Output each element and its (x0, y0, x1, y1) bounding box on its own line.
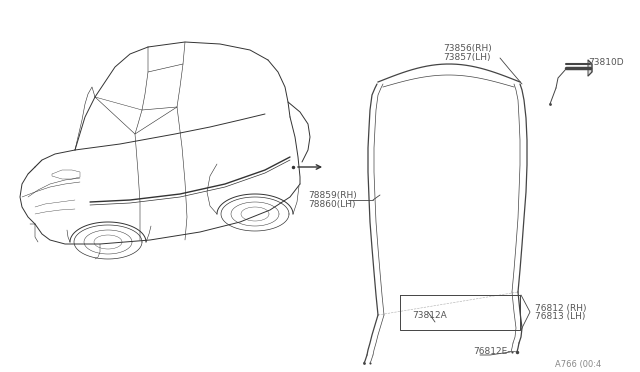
Text: 78859(RH): 78859(RH) (308, 190, 356, 199)
Text: 73857(LH): 73857(LH) (443, 52, 490, 61)
Text: A766 (00:4: A766 (00:4 (555, 359, 601, 369)
Text: 73856(RH): 73856(RH) (443, 44, 492, 52)
Text: 73812A: 73812A (412, 311, 447, 320)
Text: 76813 (LH): 76813 (LH) (535, 312, 586, 321)
Text: 76812 (RH): 76812 (RH) (535, 304, 586, 312)
Text: 78860(LH): 78860(LH) (308, 199, 355, 208)
Text: 76812E—: 76812E— (473, 347, 516, 356)
Text: 73810D: 73810D (588, 58, 623, 67)
Polygon shape (588, 60, 592, 76)
